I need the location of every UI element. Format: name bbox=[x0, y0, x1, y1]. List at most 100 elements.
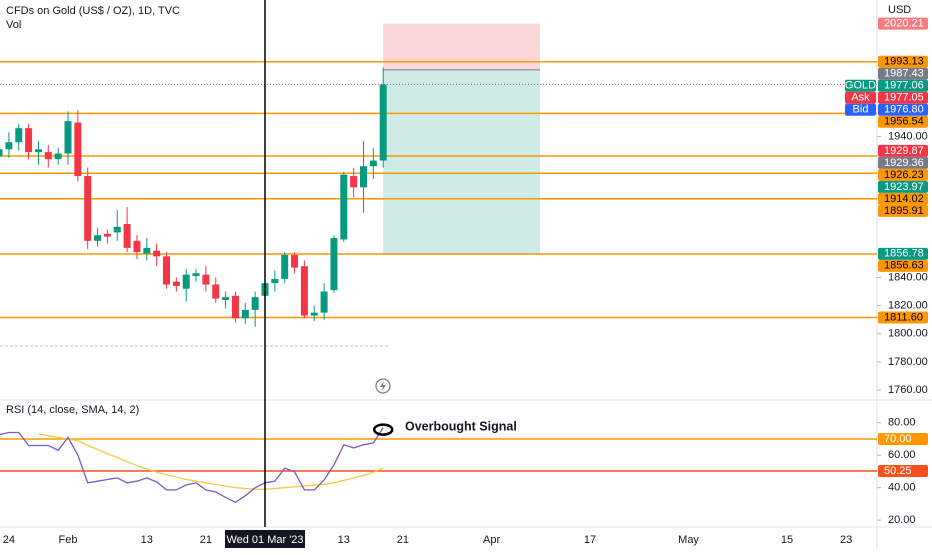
price-badge bbox=[878, 55, 928, 68]
candle-body bbox=[0, 149, 3, 157]
candle-body bbox=[113, 226, 121, 233]
y-tick-label: 1800.00 bbox=[888, 328, 928, 340]
candle-body bbox=[34, 149, 42, 153]
price-badge bbox=[878, 67, 928, 80]
candle-body bbox=[379, 84, 387, 161]
candle-body bbox=[350, 176, 358, 188]
candle-body bbox=[340, 174, 348, 240]
x-tick-label: 13 bbox=[338, 534, 350, 546]
candle-body bbox=[123, 223, 131, 248]
price-label: 1914.02 bbox=[884, 193, 924, 205]
rsi-tick-label: 80.00 bbox=[888, 417, 916, 429]
rsi-title: RSI (14, close, SMA, 14, 2) bbox=[6, 404, 139, 416]
candle-body bbox=[202, 274, 210, 285]
price-label: 1929.87 bbox=[884, 145, 924, 157]
x-tick-label: 15 bbox=[781, 534, 793, 546]
price-badge bbox=[878, 17, 928, 30]
rsi-tick-label: 60.00 bbox=[888, 449, 916, 461]
x-tick-label: 17 bbox=[584, 534, 596, 546]
y-tick-label: 1840.00 bbox=[888, 271, 928, 283]
icon-ring bbox=[375, 378, 391, 394]
price-label: 1895.91 bbox=[884, 205, 924, 217]
price-label: 1977.05 bbox=[884, 92, 924, 104]
candle-body bbox=[54, 153, 62, 160]
candle-body bbox=[291, 254, 299, 268]
icon-bolt bbox=[380, 381, 386, 391]
x-tick-label: 23 bbox=[840, 534, 852, 546]
price-tag-badge bbox=[845, 91, 876, 104]
price-tag-badge bbox=[845, 103, 876, 116]
rsi-level-label: 70.00 bbox=[884, 433, 912, 445]
price-label: 1956.54 bbox=[884, 116, 924, 128]
price-label: 1929.36 bbox=[884, 157, 924, 169]
replay-icon[interactable] bbox=[375, 378, 391, 394]
target-zone bbox=[383, 69, 540, 254]
candle-body bbox=[163, 256, 170, 285]
price-label: 1977.06 bbox=[884, 80, 924, 92]
chart-title: CFDs on Gold (US$ / OZ), 1D, TVC bbox=[6, 5, 180, 17]
candle-body bbox=[94, 235, 102, 241]
annotation-marker bbox=[372, 423, 394, 436]
x-tick-label: 21 bbox=[200, 534, 212, 546]
rsi-line bbox=[0, 427, 384, 504]
candle-body bbox=[143, 247, 151, 254]
price-label: 1987.43 bbox=[884, 68, 924, 80]
price-badge bbox=[878, 204, 928, 217]
price-badge bbox=[878, 247, 928, 260]
y-tick-label: 1760.00 bbox=[888, 384, 928, 396]
price-badge bbox=[878, 311, 928, 324]
rsi-sma-line bbox=[38, 433, 384, 490]
candle-body bbox=[320, 291, 328, 313]
price-badge bbox=[878, 79, 928, 92]
price-badge bbox=[878, 168, 928, 181]
candle-body bbox=[172, 281, 180, 286]
price-label: 1811.60 bbox=[884, 311, 923, 323]
price-badge bbox=[878, 156, 928, 169]
price-label: 1856.78 bbox=[884, 248, 924, 260]
price-badge bbox=[878, 259, 928, 272]
price-label: 1993.13 bbox=[884, 56, 924, 68]
price-badge bbox=[878, 91, 928, 104]
x-tick-label: 13 bbox=[141, 534, 153, 546]
candle-body bbox=[212, 284, 220, 299]
price-badge bbox=[878, 192, 928, 205]
candle-body bbox=[330, 238, 338, 291]
price-label: 1856.63 bbox=[884, 260, 924, 272]
crosshair-date-badge bbox=[225, 530, 305, 548]
price-badge bbox=[878, 103, 928, 116]
candle-body bbox=[74, 122, 82, 177]
candle-body bbox=[5, 142, 13, 150]
price-badge bbox=[878, 144, 928, 157]
rsi-level-badge bbox=[878, 465, 928, 478]
price-tag-badge bbox=[845, 79, 876, 92]
candle-body bbox=[300, 266, 308, 316]
y-tick-label: 1820.00 bbox=[888, 300, 928, 312]
rsi-tick-label: 40.00 bbox=[888, 482, 916, 494]
candle-body bbox=[133, 240, 141, 253]
price-label: 1926.23 bbox=[884, 169, 924, 181]
candle-body bbox=[15, 128, 23, 143]
candle-body bbox=[241, 309, 249, 319]
price-tag: Bid bbox=[853, 104, 869, 116]
y-tick-label: 1940.00 bbox=[888, 131, 928, 143]
y-tick-label: 1780.00 bbox=[888, 356, 928, 368]
candle-body bbox=[369, 160, 377, 167]
candle-body bbox=[231, 295, 239, 319]
candle-body bbox=[153, 250, 161, 257]
x-tick-label: Feb bbox=[59, 534, 78, 546]
price-label: 1976.80 bbox=[884, 104, 924, 116]
candle-body bbox=[310, 312, 318, 316]
price-label: 1923.97 bbox=[884, 181, 924, 193]
price-badge bbox=[878, 180, 928, 193]
candle-body bbox=[360, 166, 367, 188]
crosshair-date: Wed 01 Mar '23 bbox=[226, 534, 303, 546]
rsi-level-badge bbox=[878, 432, 928, 445]
price-badge bbox=[878, 115, 928, 128]
candle-body bbox=[182, 274, 190, 289]
price-tag: GOLD bbox=[845, 80, 876, 92]
stop-zone bbox=[383, 23, 540, 70]
candle-body bbox=[251, 297, 259, 310]
